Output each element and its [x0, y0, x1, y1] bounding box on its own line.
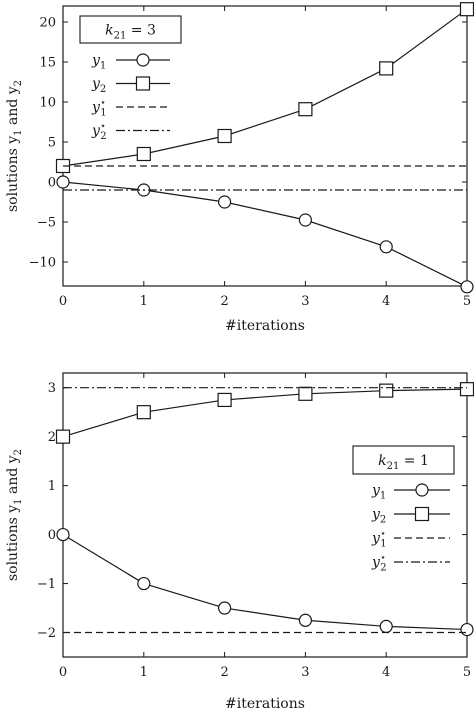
x-tick-label: 1: [140, 665, 148, 680]
series-1: [56, 527, 474, 637]
data-point: [217, 128, 232, 144]
legend-marker: [136, 53, 150, 67]
y-tick-label: −10: [29, 256, 56, 271]
x-tick-label: 1: [140, 294, 148, 309]
data-point: [298, 102, 313, 117]
data-point: [217, 392, 232, 408]
x-tick-label: 3: [301, 294, 309, 309]
data-point: [136, 146, 151, 162]
annotation-box: [352, 445, 455, 475]
data-point: [298, 613, 312, 627]
y-tick-label: −1: [37, 577, 56, 592]
y-axis-label: solutions y1 and y2: [5, 449, 24, 581]
x-axis-label: #iterations: [225, 696, 305, 712]
data-point: [55, 429, 71, 444]
data-point: [379, 619, 393, 633]
y-tick-label: −5: [37, 216, 56, 231]
data-point: [460, 280, 474, 294]
data-point: [56, 175, 70, 189]
legend-label: y⋆ 1: [91, 98, 107, 119]
data-point: [379, 383, 394, 398]
y-tick-label: 0: [48, 176, 56, 191]
y-tick-label: −2: [37, 626, 56, 641]
data-point: [379, 61, 394, 76]
x-tick-label: 2: [220, 294, 228, 309]
legend-marker: [415, 483, 429, 497]
annotation-label: k21 = 1: [378, 453, 429, 472]
legend-marker: [414, 506, 430, 522]
series-1: [56, 175, 474, 294]
annotation-box: [79, 15, 182, 44]
y-tick-label: 2: [48, 430, 56, 445]
chart-2: 0 1 2 3 4 5 −2 −1 0 1 2 3 #iterations solutions y1 an…: [5, 372, 474, 712]
data-point: [379, 240, 393, 254]
legend-label: y1: [371, 483, 386, 502]
legend-label: y1: [91, 53, 106, 72]
data-point: [298, 213, 312, 227]
data-point: [136, 405, 151, 420]
y-tick-label: 20: [39, 16, 56, 31]
data-point: [460, 622, 474, 637]
plot-frame: [62, 5, 468, 287]
series-2: [55, 382, 474, 444]
series-line: [62, 181, 468, 288]
data-point: [56, 527, 70, 542]
legend-label: y⋆ 2: [91, 121, 107, 142]
chart-1: 0 1 2 3 4 5 −10 −5 0 5 10 15 20 #iterations solutions …: [5, 2, 474, 334]
x-axis-label: #iterations: [225, 318, 305, 334]
data-point: [459, 2, 474, 17]
series-line: [62, 8, 468, 167]
y-axis-label: solutions y1 and y2: [5, 80, 24, 212]
y-tick-label: 3: [48, 381, 56, 396]
data-point: [218, 601, 232, 615]
annotation-label: k21 = 3: [105, 23, 156, 42]
x-tick-label: 4: [382, 294, 390, 309]
y-tick-label: 0: [48, 528, 56, 543]
legend-label: y⋆ 2: [371, 553, 387, 574]
legend-label: y⋆ 1: [371, 529, 387, 550]
legend-label: y2: [371, 507, 386, 526]
plot-frame: [62, 372, 468, 658]
y-tick-label: 15: [39, 56, 56, 71]
x-tick-label: 5: [463, 294, 471, 309]
y-tick-label: 1: [48, 479, 56, 494]
data-point: [459, 382, 474, 397]
x-tick-label: 2: [220, 665, 228, 680]
x-tick-label: 0: [59, 294, 67, 309]
y-tick-label: 10: [39, 96, 56, 111]
series-line: [62, 534, 468, 631]
data-point: [298, 386, 313, 401]
data-point: [137, 576, 151, 591]
x-tick-label: 4: [382, 665, 390, 680]
x-tick-label: 5: [463, 665, 471, 680]
legend-label: y2: [91, 76, 106, 95]
legend-marker: [135, 76, 151, 91]
data-point: [218, 195, 232, 209]
x-tick-label: 3: [301, 665, 309, 680]
y-tick-label: 5: [48, 136, 56, 151]
x-tick-label: 0: [59, 665, 67, 680]
series-line: [62, 388, 468, 438]
